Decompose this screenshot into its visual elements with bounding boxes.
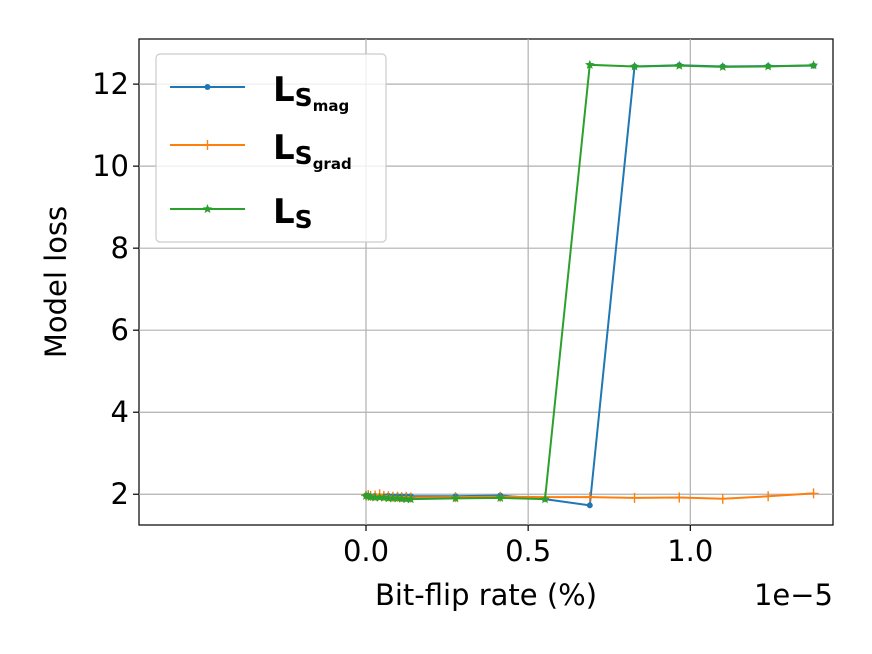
series-total-point-14 [540,494,550,504]
x-tick-label-1: 0.5 [505,534,551,568]
legend-entry-grad: LSgrad [170,128,352,173]
series-mag [363,62,817,509]
plot-frame [138,38,834,526]
series-total-point-9 [396,493,407,503]
series-total-point-12 [450,493,461,503]
series-mag-line [365,64,814,507]
series-total-point-20 [808,60,819,70]
legend-box [155,53,387,243]
legend-label-total: LS [273,192,313,234]
series-mag-point-15 [586,502,593,509]
series-total-point-6 [383,493,394,503]
y-tick-label-0: 2 [111,477,129,511]
series-total-point-16 [629,61,640,71]
x-offset-text: 1e−5 [754,578,833,612]
series-layer [361,59,819,509]
series-grad-point-19 [763,491,774,502]
ticks: 0.0 0.5 1.0 2 4 6 8 10 12 [92,67,713,568]
series-total-point-10 [401,494,411,504]
y-tick-label-1: 4 [111,395,129,429]
legend-label-mag: LSmag [273,70,349,115]
y-tick-label-4: 10 [92,149,129,183]
series-grad-point-16 [629,492,640,503]
y-tick-label-5: 12 [92,67,129,101]
y-tick-label-2: 6 [111,313,129,347]
x-tick-label-2: 1.0 [667,534,713,568]
series-grad-point-15 [584,492,595,503]
series-total-point-19 [763,61,773,71]
series-total-point-2 [365,492,376,502]
x-tick-label-0: 0.0 [343,534,389,568]
series-total-point-5 [379,492,389,502]
series-grad-point-18 [717,493,728,504]
y-axis-title: Model loss [39,206,73,358]
series-total-point-17 [674,60,685,70]
legend-label-grad: LSgrad [273,128,352,173]
legend-entry-mag: LSmag [170,70,349,115]
series-total-point-15 [585,59,595,69]
series-total-point-18 [717,61,728,71]
legend-entry-total: LS [170,192,313,234]
y-tick-label-3: 8 [111,231,129,265]
series-total-point-3 [370,492,380,502]
legend-marker-total [202,204,213,214]
series-grad-point-20 [808,488,819,499]
series-total-point-8 [392,493,403,503]
series-total-point-7 [388,493,398,503]
series-grad-point-17 [674,492,685,503]
x-axis-title: Bit-flip rate (%) [375,578,597,612]
legend-marker-mag [204,84,211,90]
series-total-point-13 [495,492,506,502]
legend-marker-grad [202,140,213,150]
series-total-line [365,63,814,501]
legend: LSmag LSgrad LS [155,53,387,243]
series-total-point-11 [406,494,416,504]
series-total-point-4 [374,492,385,502]
series-total [361,59,819,504]
